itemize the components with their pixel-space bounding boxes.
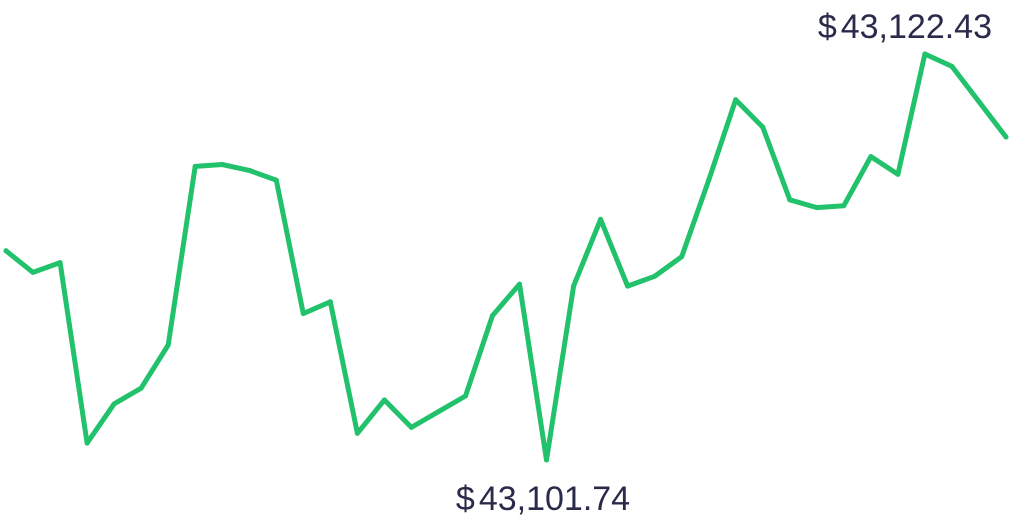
- price-point: [517, 281, 522, 287]
- price-point: [814, 205, 820, 211]
- price-point: [544, 457, 549, 463]
- price-point: [57, 260, 63, 266]
- high-price-value: 43,122.43: [841, 8, 992, 46]
- price-point: [868, 154, 874, 160]
- price-point: [490, 313, 495, 319]
- price-point: [463, 393, 468, 399]
- price-point: [273, 177, 279, 183]
- price-line: [3, 51, 1009, 463]
- price-point: [598, 216, 604, 222]
- price-point: [787, 197, 793, 203]
- price-point: [111, 401, 117, 407]
- price-point: [192, 163, 198, 169]
- price-point: [381, 397, 387, 403]
- price-point: [760, 124, 766, 130]
- price-point: [922, 51, 928, 57]
- price-point: [571, 283, 577, 289]
- price-point: [246, 167, 252, 173]
- price-point: [408, 424, 414, 430]
- price-point: [84, 440, 90, 446]
- price-point: [706, 177, 712, 183]
- price-point: [625, 283, 631, 289]
- price-point: [3, 248, 9, 254]
- price-point: [949, 63, 955, 69]
- price-point: [30, 269, 36, 275]
- price-points: [3, 51, 1009, 463]
- price-point: [165, 342, 171, 348]
- currency-symbol: $: [456, 480, 475, 518]
- price-point: [976, 99, 982, 105]
- price-point: [733, 97, 739, 103]
- price-point: [652, 273, 658, 279]
- price-point: [138, 385, 144, 391]
- currency-symbol: $: [818, 8, 837, 46]
- price-point: [300, 311, 306, 317]
- price-point: [895, 171, 901, 177]
- low-price-label: $43,101.74: [456, 480, 630, 518]
- price-point: [327, 299, 333, 305]
- price-point: [841, 203, 847, 209]
- price-point: [354, 430, 360, 436]
- price-point: [435, 409, 441, 415]
- price-point: [1003, 134, 1009, 140]
- low-price-value: 43,101.74: [479, 480, 630, 518]
- high-price-label: $43,122.43: [818, 8, 992, 46]
- price-point: [679, 254, 685, 260]
- price-point: [219, 162, 225, 167]
